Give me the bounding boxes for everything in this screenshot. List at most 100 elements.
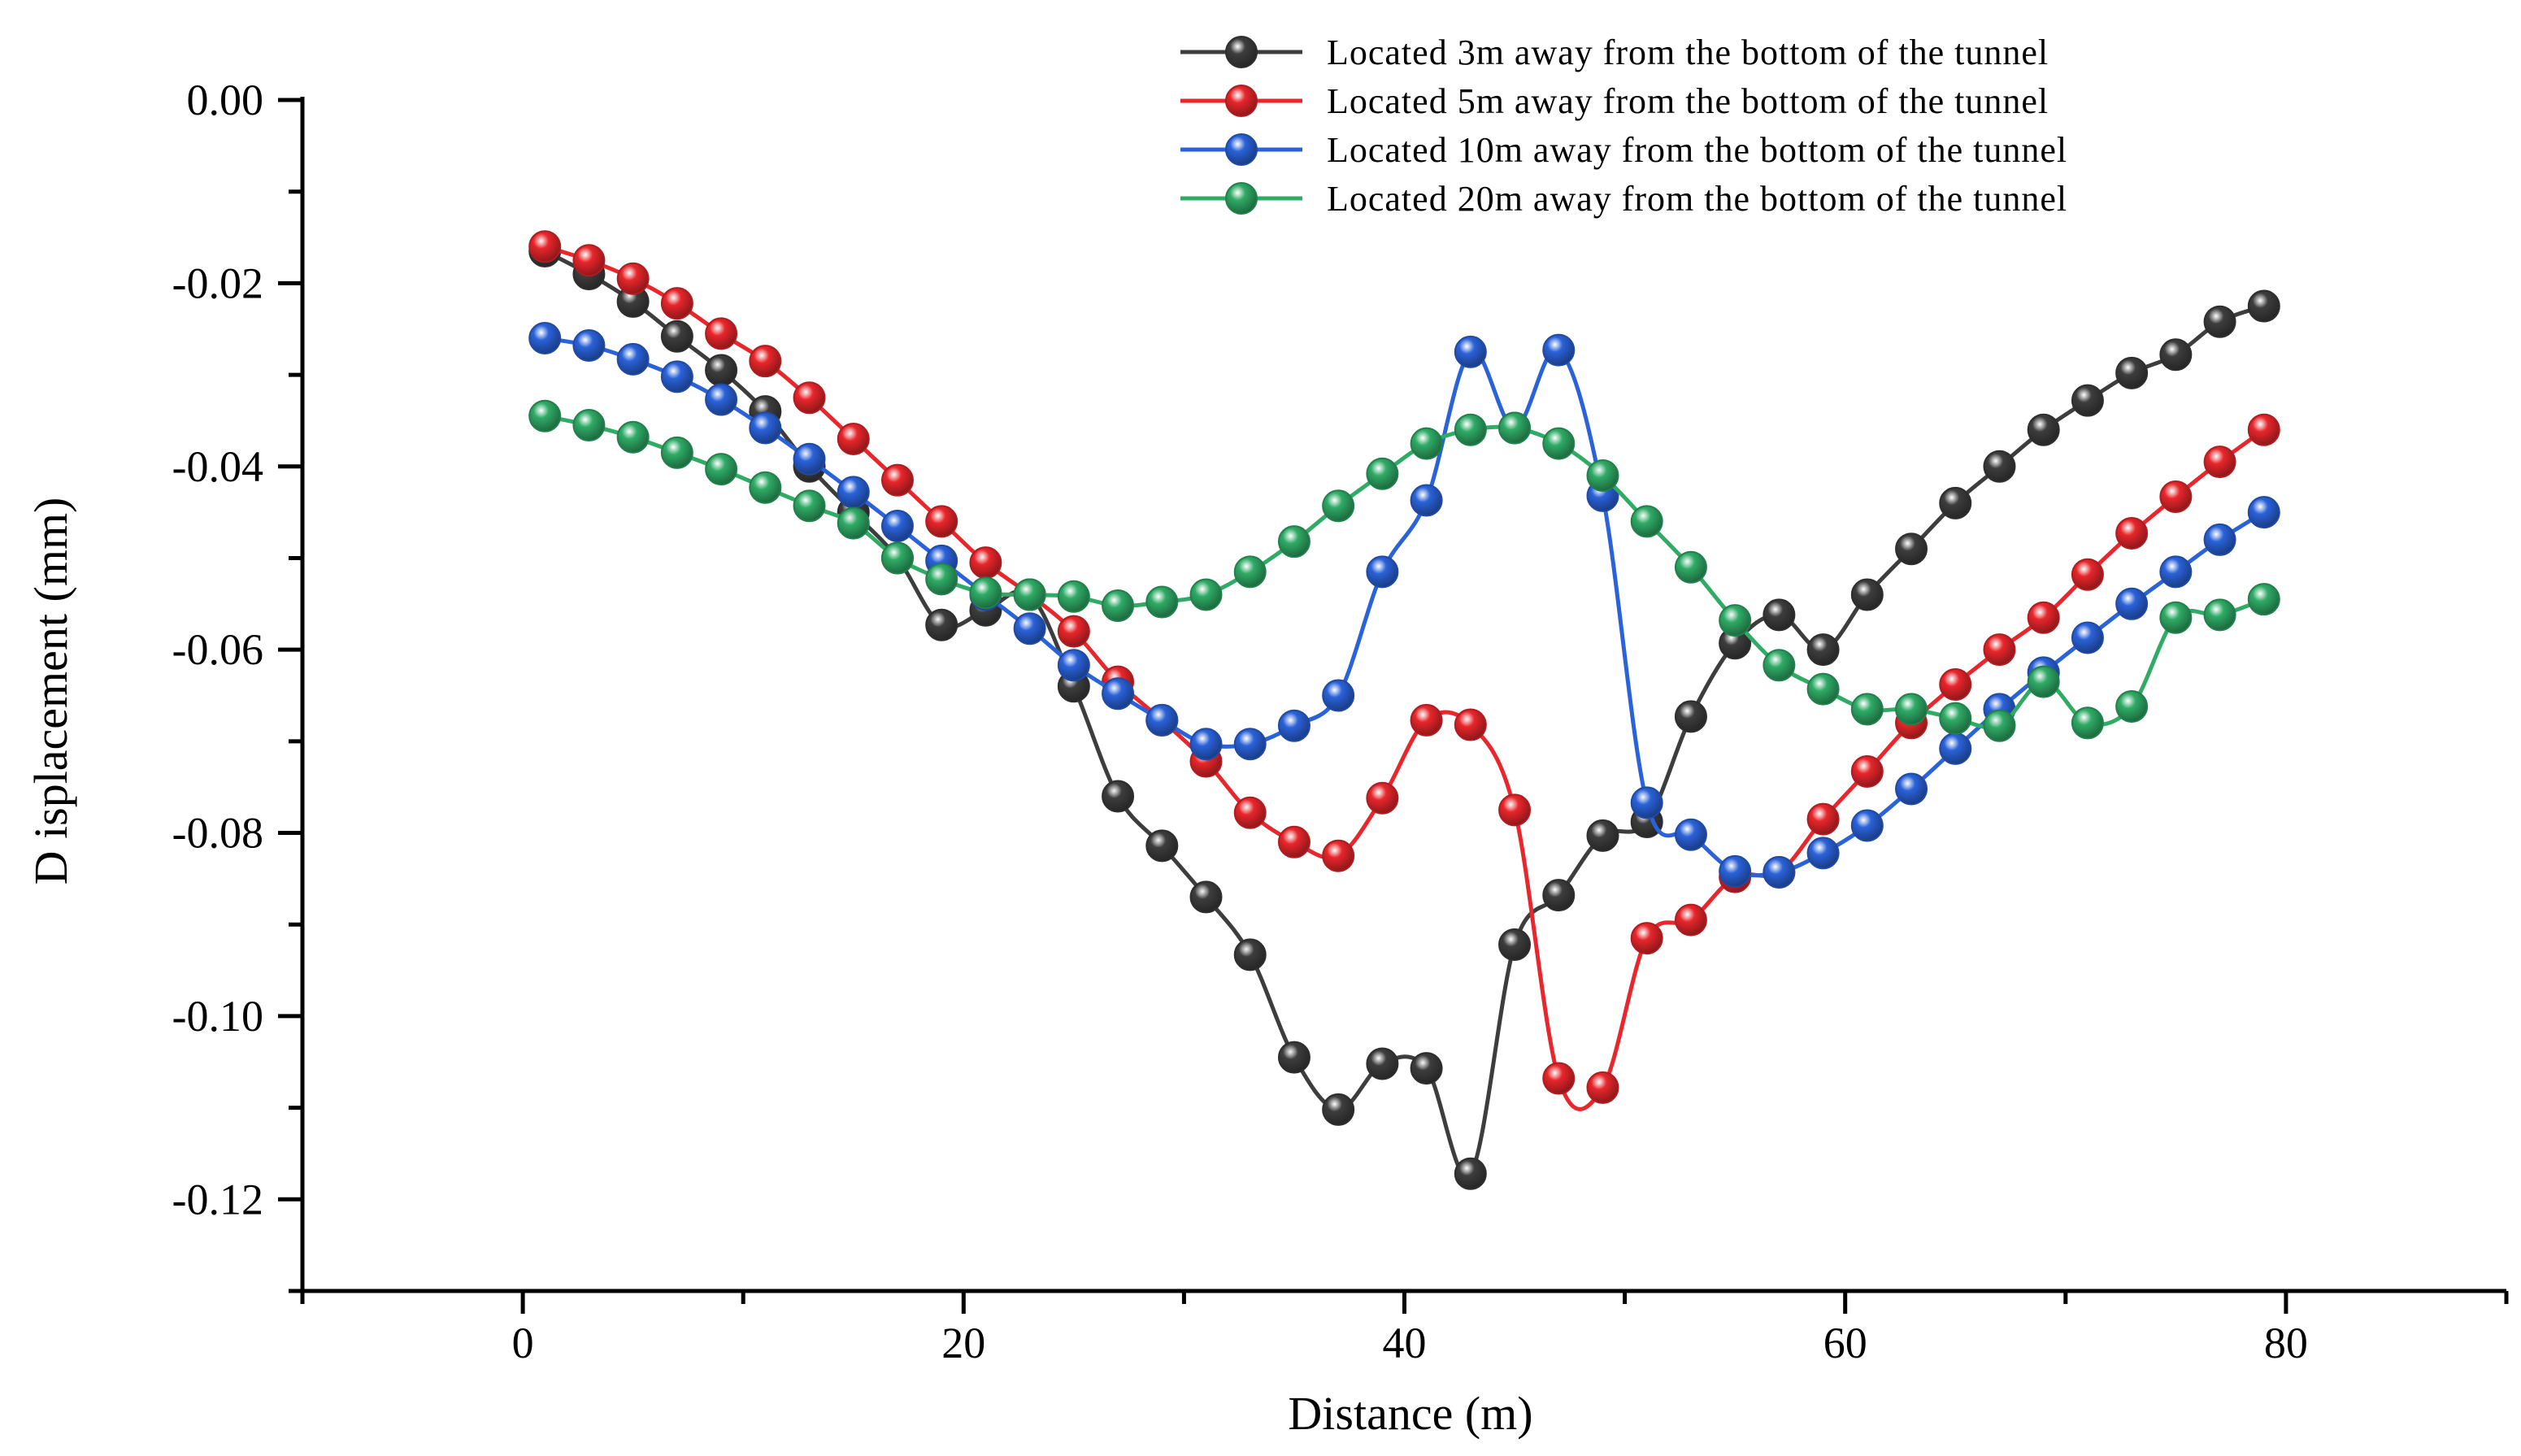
legend: Located 3m away from the bottom of the t… bbox=[1180, 33, 2067, 219]
data-point bbox=[880, 541, 914, 575]
data-point bbox=[925, 563, 958, 596]
data-point bbox=[616, 262, 650, 295]
data-point bbox=[1542, 333, 1576, 367]
data-point bbox=[1277, 1041, 1310, 1074]
legend-marker bbox=[1225, 133, 1258, 166]
series-1 bbox=[528, 234, 2280, 1190]
series-lines bbox=[528, 230, 2280, 1190]
data-point bbox=[1850, 809, 1884, 842]
data-point bbox=[1895, 772, 1928, 806]
data-point bbox=[1322, 489, 1355, 523]
data-point bbox=[837, 422, 870, 455]
data-point bbox=[2203, 523, 2236, 556]
data-point bbox=[1806, 802, 1840, 836]
data-point bbox=[1277, 525, 1310, 558]
data-point bbox=[1189, 578, 1223, 611]
legend-label: Located 20m away from the bottom of the … bbox=[1327, 179, 2067, 219]
data-point bbox=[1410, 1052, 1443, 1085]
x-tick-label: 60 bbox=[1823, 1319, 1867, 1367]
data-point bbox=[1542, 427, 1576, 460]
data-point bbox=[1719, 854, 1752, 888]
data-point bbox=[1895, 532, 1928, 566]
data-point bbox=[2115, 690, 2149, 724]
y-tick-label: -0.10 bbox=[172, 992, 263, 1041]
data-point bbox=[2247, 583, 2280, 616]
y-tick-label: -0.06 bbox=[172, 625, 263, 674]
series-line bbox=[544, 244, 2266, 1111]
data-point bbox=[1057, 580, 1090, 613]
x-tick-label: 40 bbox=[1383, 1319, 1427, 1367]
data-point bbox=[2027, 601, 2060, 634]
data-point bbox=[1674, 700, 1707, 733]
x-tick-label: 80 bbox=[2264, 1319, 2308, 1367]
data-point bbox=[2115, 517, 2149, 550]
data-point bbox=[1630, 505, 1663, 538]
y-tick-label: -0.04 bbox=[172, 442, 263, 491]
data-point bbox=[1322, 1093, 1355, 1126]
data-point bbox=[1057, 615, 1090, 648]
legend-marker bbox=[1225, 85, 1258, 117]
data-point bbox=[1806, 633, 1840, 667]
data-point bbox=[1410, 484, 1443, 517]
data-point bbox=[2027, 413, 2060, 446]
data-point bbox=[705, 383, 738, 416]
legend-item: Located 20m away from the bottom of the … bbox=[1180, 179, 2067, 219]
series-4 bbox=[528, 399, 2280, 742]
data-point bbox=[705, 354, 738, 387]
x-tick-label: 20 bbox=[941, 1319, 985, 1367]
data-point bbox=[1233, 728, 1267, 761]
y-tick-label: 0.00 bbox=[187, 76, 264, 124]
y-tick-label: -0.12 bbox=[172, 1175, 263, 1223]
data-point bbox=[2203, 305, 2236, 338]
data-point bbox=[925, 505, 958, 538]
data-point bbox=[793, 442, 826, 476]
data-point bbox=[1102, 589, 1135, 623]
data-point bbox=[1410, 427, 1443, 460]
data-point bbox=[837, 476, 870, 509]
legend-item: Located 3m away from the bottom of the t… bbox=[1180, 33, 2049, 72]
data-point bbox=[2159, 338, 2193, 372]
data-point bbox=[2115, 587, 2149, 620]
ticks bbox=[278, 98, 2509, 1314]
x-axis-title: Distance (m) bbox=[1288, 1387, 1532, 1440]
data-point bbox=[1277, 825, 1310, 858]
data-point bbox=[1145, 829, 1179, 863]
data-point bbox=[1498, 928, 1532, 962]
data-point bbox=[1013, 612, 1046, 645]
data-point bbox=[1057, 649, 1090, 682]
data-point bbox=[1454, 708, 1487, 741]
data-point bbox=[1983, 450, 2016, 483]
data-point bbox=[660, 319, 693, 353]
data-point bbox=[1145, 585, 1179, 619]
legend-label: Located 3m away from the bottom of the t… bbox=[1327, 33, 2049, 72]
legend-label: Located 10m away from the bottom of the … bbox=[1327, 130, 2067, 170]
data-point bbox=[1939, 486, 1972, 519]
data-point bbox=[1454, 1157, 1487, 1190]
data-point bbox=[1233, 555, 1267, 589]
y-tick-label: -0.08 bbox=[172, 809, 263, 858]
data-point bbox=[1233, 938, 1267, 971]
data-point bbox=[2115, 356, 2149, 389]
data-point bbox=[1630, 922, 1663, 955]
legend-item: Located 10m away from the bottom of the … bbox=[1180, 130, 2067, 170]
data-point bbox=[1498, 793, 1532, 827]
data-point bbox=[1542, 1062, 1576, 1095]
data-point bbox=[1102, 780, 1135, 813]
data-point bbox=[1366, 457, 1399, 490]
data-point bbox=[1850, 755, 1884, 789]
data-point bbox=[1763, 649, 1796, 682]
data-point bbox=[1454, 335, 1487, 368]
data-point bbox=[749, 411, 782, 445]
data-point bbox=[705, 317, 738, 350]
data-point bbox=[1939, 667, 1972, 701]
data-point bbox=[1674, 903, 1707, 937]
data-point bbox=[1586, 459, 1619, 493]
data-point bbox=[1719, 604, 1752, 637]
data-point bbox=[925, 608, 958, 641]
data-point bbox=[1102, 677, 1135, 711]
data-point bbox=[2071, 384, 2104, 417]
data-point bbox=[2159, 601, 2193, 634]
data-point bbox=[2247, 496, 2280, 529]
data-point bbox=[1806, 672, 1840, 706]
